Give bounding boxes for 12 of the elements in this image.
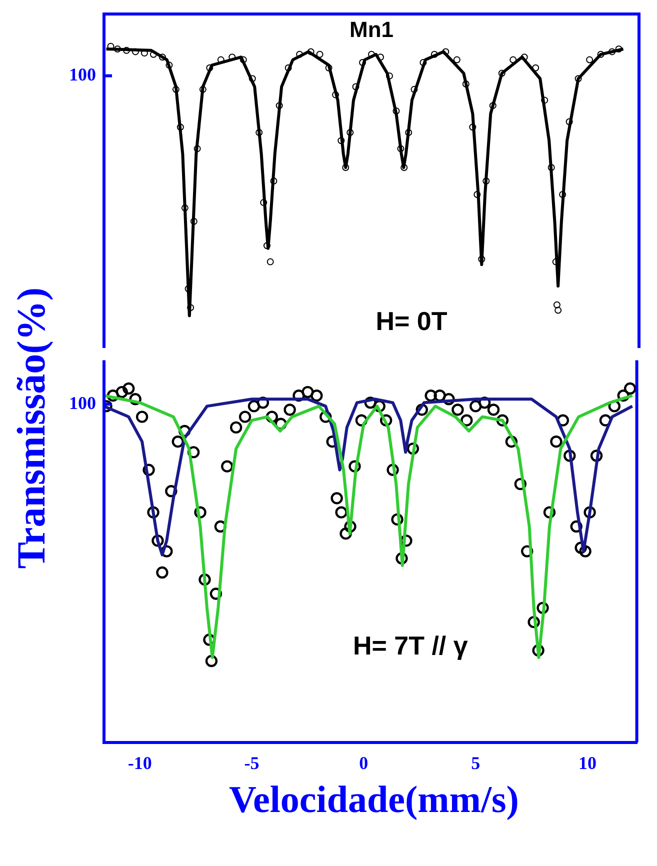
x-tick-label: 0 [359, 752, 368, 773]
x-tick-label: 5 [471, 752, 480, 773]
x-tick-label: -5 [244, 752, 260, 773]
x-axis-title: Velocidade(mm/s) [228, 778, 520, 822]
x-tick-label: 10 [578, 752, 597, 773]
text: 100 [69, 392, 96, 413]
x-tick-label: -10 [128, 752, 152, 773]
annotation: H= 7T // γ [352, 630, 468, 661]
chart-title: Mn1 [350, 17, 394, 42]
text: 100 [69, 64, 96, 84]
annotation: H= 0T [376, 306, 448, 336]
y-axis-title: Transmissão(%) [8, 287, 54, 569]
